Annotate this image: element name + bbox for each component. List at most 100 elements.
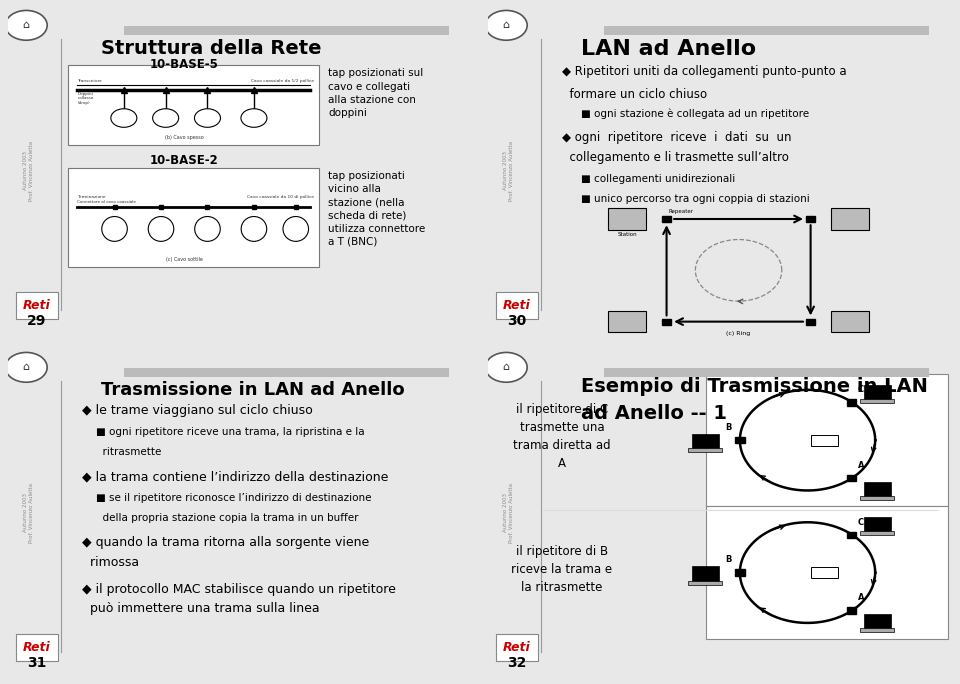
Text: (b) Cavo spesso: (b) Cavo spesso xyxy=(165,135,204,140)
Text: ■ collegamenti unidirezionali: ■ collegamenti unidirezionali xyxy=(581,174,734,184)
Text: A: A xyxy=(822,570,827,576)
Text: 29: 29 xyxy=(27,314,47,328)
Text: Autunno 2003
Prof. Vincenzo Auletta: Autunno 2003 Prof. Vincenzo Auletta xyxy=(23,141,34,201)
Text: Esempio di Trasmissione in LAN: Esempio di Trasmissione in LAN xyxy=(581,378,927,396)
FancyBboxPatch shape xyxy=(864,517,891,532)
Text: ⌂: ⌂ xyxy=(503,21,510,30)
Circle shape xyxy=(6,352,47,382)
Text: B: B xyxy=(725,555,732,564)
Text: della propria stazione copia la trama in un buffer: della propria stazione copia la trama in… xyxy=(96,513,358,523)
FancyBboxPatch shape xyxy=(860,531,894,536)
FancyBboxPatch shape xyxy=(706,506,948,639)
Text: ◆ la trama contiene l’indirizzo della destinazione: ◆ la trama contiene l’indirizzo della de… xyxy=(82,470,389,483)
FancyBboxPatch shape xyxy=(860,628,894,632)
Text: ◆ ogni  ripetitore  riceve  i  dati  su  un: ◆ ogni ripetitore riceve i dati su un xyxy=(562,131,792,144)
Text: 31: 31 xyxy=(27,656,47,670)
Circle shape xyxy=(6,10,47,40)
FancyBboxPatch shape xyxy=(735,569,745,576)
Text: Cavo coassiale da 10 di pollice: Cavo coassiale da 10 di pollice xyxy=(248,195,314,199)
Text: ◆ quando la trama ritorna alla sorgente viene: ◆ quando la trama ritorna alla sorgente … xyxy=(82,536,370,549)
Ellipse shape xyxy=(148,217,174,241)
Ellipse shape xyxy=(195,217,220,241)
Text: Transceiver: Transceiver xyxy=(78,79,103,83)
FancyBboxPatch shape xyxy=(691,566,718,581)
FancyBboxPatch shape xyxy=(124,26,449,36)
Text: ■ ogni stazione è collegata ad un ripetitore: ■ ogni stazione è collegata ad un ripeti… xyxy=(581,108,808,118)
FancyBboxPatch shape xyxy=(847,399,856,406)
FancyBboxPatch shape xyxy=(806,216,815,222)
Text: può immettere una trama sulla linea: può immettere una trama sulla linea xyxy=(82,603,320,616)
Text: il ripetitore di B
riceve la trama e
la ritrasmette: il ripetitore di B riceve la trama e la … xyxy=(512,544,612,594)
Text: Reti: Reti xyxy=(23,299,51,312)
FancyBboxPatch shape xyxy=(860,496,894,500)
Text: ⌂: ⌂ xyxy=(503,363,510,372)
Text: ⌂: ⌂ xyxy=(23,21,30,30)
FancyBboxPatch shape xyxy=(806,319,815,325)
Text: Repeater: Repeater xyxy=(669,209,694,214)
Text: Reti: Reti xyxy=(503,299,531,312)
Text: Trasmissione in LAN ad Anello: Trasmissione in LAN ad Anello xyxy=(101,380,404,399)
Text: Autunno 2003
Prof. Vincenzo Auletta: Autunno 2003 Prof. Vincenzo Auletta xyxy=(503,483,514,543)
Text: A: A xyxy=(857,460,864,470)
FancyBboxPatch shape xyxy=(15,293,58,319)
Text: Doppini
collasso
(drop): Doppini collasso (drop) xyxy=(78,92,94,105)
Circle shape xyxy=(486,10,527,40)
Text: (c) Cavo sottile: (c) Cavo sottile xyxy=(166,257,203,262)
Circle shape xyxy=(241,109,267,127)
Text: Station: Station xyxy=(617,232,636,237)
Text: B: B xyxy=(725,423,732,432)
Text: ◆ Ripetitori uniti da collegamenti punto-punto a: ◆ Ripetitori uniti da collegamenti punto… xyxy=(562,65,847,78)
Text: ■ ogni ripetitore riceve una trama, la ripristina e la: ■ ogni ripetitore riceve una trama, la r… xyxy=(96,427,365,437)
Text: Autunno 2003
Prof. Vincenzo Auletta: Autunno 2003 Prof. Vincenzo Auletta xyxy=(23,483,34,543)
Text: 32: 32 xyxy=(507,656,527,670)
Text: ◆ le trame viaggiano sul ciclo chiuso: ◆ le trame viaggiano sul ciclo chiuso xyxy=(82,404,313,417)
Circle shape xyxy=(110,109,137,127)
Text: ■ unico percorso tra ogni coppia di stazioni: ■ unico percorso tra ogni coppia di staz… xyxy=(581,194,809,204)
FancyBboxPatch shape xyxy=(831,209,869,230)
FancyBboxPatch shape xyxy=(495,635,538,661)
Text: Struttura della Rete: Struttura della Rete xyxy=(101,38,321,57)
Text: Connettore al cavo coassiale: Connettore al cavo coassiale xyxy=(78,200,136,204)
Text: A: A xyxy=(857,593,864,602)
Text: ad Anello -- 1: ad Anello -- 1 xyxy=(581,404,727,423)
Ellipse shape xyxy=(241,217,267,241)
FancyBboxPatch shape xyxy=(691,434,718,449)
FancyBboxPatch shape xyxy=(604,368,929,378)
Circle shape xyxy=(153,109,179,127)
FancyBboxPatch shape xyxy=(68,168,319,267)
FancyBboxPatch shape xyxy=(68,65,319,144)
FancyBboxPatch shape xyxy=(609,209,646,230)
FancyBboxPatch shape xyxy=(124,368,449,378)
FancyBboxPatch shape xyxy=(864,482,891,497)
Circle shape xyxy=(486,352,527,382)
Text: 10-BASE-5: 10-BASE-5 xyxy=(150,58,219,71)
FancyBboxPatch shape xyxy=(688,448,722,452)
FancyBboxPatch shape xyxy=(847,531,856,538)
Text: LAN ad Anello: LAN ad Anello xyxy=(581,38,756,59)
Text: 30: 30 xyxy=(507,314,527,328)
Text: ■ se il ripetitore riconosce l’indirizzo di destinazione: ■ se il ripetitore riconosce l’indirizzo… xyxy=(96,493,372,503)
Text: Autunno 2003
Prof. Vincenzo Auletta: Autunno 2003 Prof. Vincenzo Auletta xyxy=(503,141,514,201)
Text: collegamento e li trasmette sull’altro: collegamento e li trasmette sull’altro xyxy=(562,151,789,164)
FancyBboxPatch shape xyxy=(864,384,891,399)
FancyBboxPatch shape xyxy=(811,567,838,578)
FancyBboxPatch shape xyxy=(864,614,891,629)
Ellipse shape xyxy=(283,217,308,241)
Text: Reti: Reti xyxy=(503,641,531,654)
FancyBboxPatch shape xyxy=(706,374,948,506)
Text: tap posizionati sul
cavo e collegati
alla stazione con
doppini: tap posizionati sul cavo e collegati all… xyxy=(328,68,423,118)
Text: formare un ciclo chiuso: formare un ciclo chiuso xyxy=(562,88,708,101)
Text: ritrasmette: ritrasmette xyxy=(96,447,161,457)
FancyBboxPatch shape xyxy=(15,635,58,661)
FancyBboxPatch shape xyxy=(831,311,869,332)
Text: A: A xyxy=(822,437,827,443)
Text: C: C xyxy=(857,518,864,527)
FancyBboxPatch shape xyxy=(847,607,856,614)
Text: il ripetitore di C
trasmette una
trama diretta ad
A: il ripetitore di C trasmette una trama d… xyxy=(514,404,611,471)
Text: 10-BASE-2: 10-BASE-2 xyxy=(150,155,219,168)
FancyBboxPatch shape xyxy=(662,319,671,325)
Text: Reti: Reti xyxy=(23,641,51,654)
FancyBboxPatch shape xyxy=(609,311,646,332)
FancyBboxPatch shape xyxy=(735,437,745,443)
Text: Terminazione: Terminazione xyxy=(78,195,106,199)
